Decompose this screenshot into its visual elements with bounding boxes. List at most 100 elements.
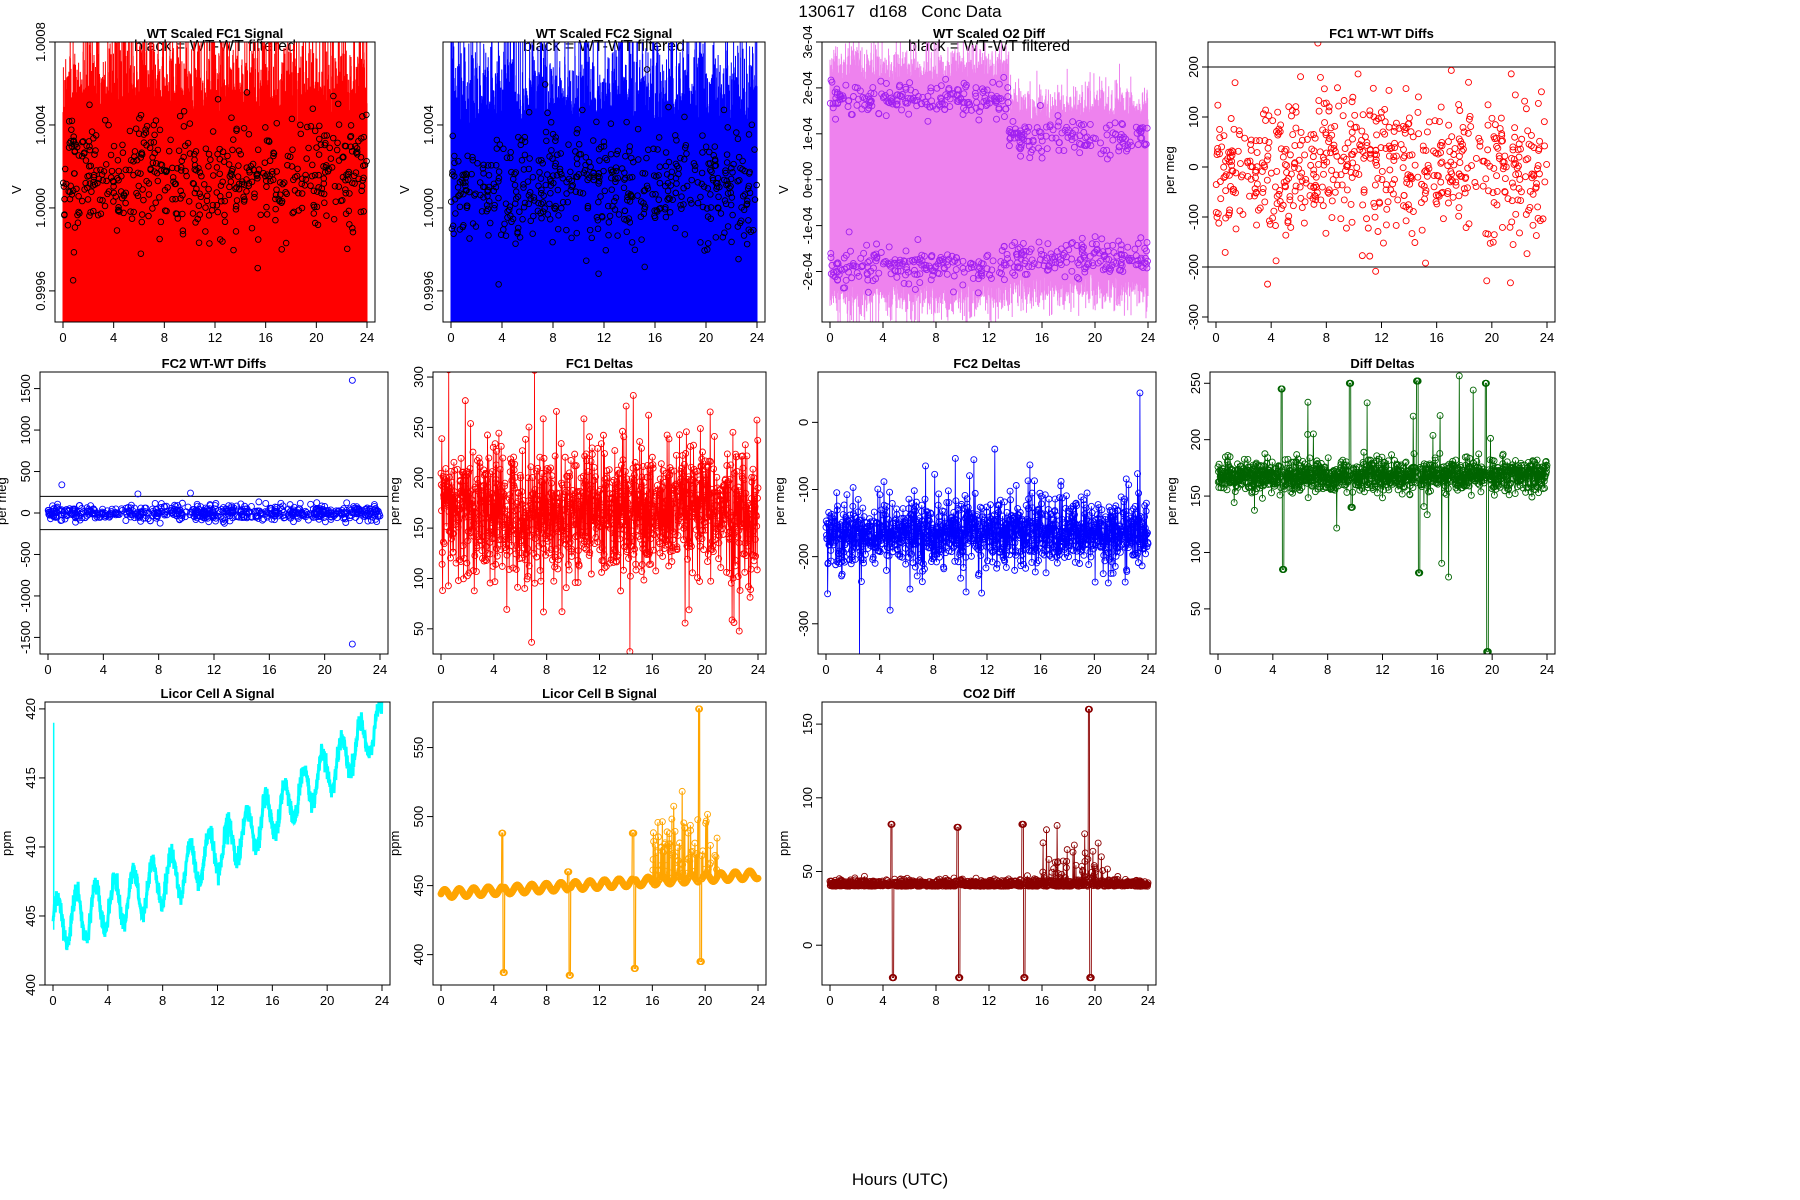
- data-point: [137, 250, 145, 257]
- chart-title: FC2 WT-WT Diffs: [161, 356, 267, 371]
- data-point: [1522, 105, 1530, 113]
- data-point: [1221, 173, 1229, 181]
- data-point: [1064, 134, 1072, 141]
- data-point: [1522, 173, 1530, 181]
- data-point: [130, 171, 137, 179]
- data-point: [283, 190, 290, 198]
- y-tick-label: -2e-04: [800, 253, 815, 291]
- data-point: [656, 179, 664, 187]
- data-point: [687, 489, 695, 497]
- data-point: [1445, 199, 1452, 207]
- data-point: [492, 183, 500, 191]
- data-point: [664, 187, 672, 195]
- data-point: [698, 180, 705, 188]
- data-point: [270, 507, 278, 515]
- data-point: [913, 572, 921, 580]
- data-point: [605, 219, 613, 226]
- data-point: [532, 509, 540, 517]
- data-point: [327, 155, 335, 162]
- data-point: [1325, 134, 1333, 142]
- data-point: [1282, 145, 1290, 153]
- data-point: [888, 500, 896, 507]
- data-point: [1256, 204, 1264, 212]
- data-point: [280, 179, 288, 186]
- data-point: [517, 530, 525, 538]
- data-point: [628, 154, 635, 162]
- data-point: [1444, 138, 1452, 146]
- data-point: [605, 231, 612, 239]
- data-point: [924, 92, 932, 100]
- data-point: [660, 504, 668, 512]
- data-point: [371, 502, 378, 510]
- data-point: [310, 201, 317, 209]
- data-point: [951, 454, 959, 462]
- data-point: [1331, 122, 1339, 130]
- data-point: [1358, 127, 1366, 135]
- data-point: [1535, 147, 1543, 154]
- data-point: [174, 165, 181, 172]
- data-point: [679, 484, 687, 492]
- data-point: [945, 85, 953, 92]
- data-point: [1101, 265, 1109, 273]
- data-point: [1509, 241, 1517, 249]
- data-point: [1532, 232, 1540, 240]
- data-point: [853, 269, 861, 277]
- data-point: [847, 560, 855, 568]
- data-point: [471, 552, 479, 560]
- data-point: [1091, 233, 1099, 241]
- data-point: [224, 152, 231, 160]
- data-point: [723, 450, 731, 458]
- data-point: [1061, 273, 1069, 281]
- data-point: [723, 568, 731, 576]
- data-point: [1139, 264, 1147, 272]
- data-point: [78, 152, 86, 160]
- data-point: [525, 423, 533, 431]
- data-point: [456, 556, 464, 564]
- data-point: [568, 553, 576, 560]
- data-point: [150, 139, 158, 146]
- data-point: [1222, 157, 1230, 165]
- data-point: [485, 515, 493, 523]
- data-point: [1445, 121, 1453, 129]
- data-point: [1282, 231, 1290, 239]
- data-point: [1074, 259, 1082, 267]
- data-point: [851, 83, 859, 91]
- data-point: [1247, 146, 1255, 154]
- data-point: [494, 480, 501, 488]
- data-point: [750, 557, 758, 565]
- data-point: [1383, 205, 1391, 213]
- data-point: [595, 170, 603, 177]
- data-point: [629, 173, 636, 181]
- data-point: [92, 132, 100, 139]
- data-point: [1239, 210, 1247, 218]
- data-point: [610, 545, 618, 553]
- data-point: [1323, 158, 1331, 166]
- data-point: [539, 415, 547, 423]
- data-point: [997, 258, 1005, 265]
- data-point: [1143, 124, 1151, 132]
- data-point: [870, 508, 878, 516]
- data-point: [710, 152, 717, 159]
- data-point: [1308, 145, 1316, 153]
- data-point: [326, 144, 333, 152]
- data-point: [495, 174, 503, 182]
- data-point: [105, 121, 112, 129]
- data-point: [335, 121, 343, 128]
- data-point: [165, 147, 173, 155]
- data-point: [867, 525, 875, 533]
- data-point: [521, 199, 529, 207]
- data-point: [1534, 214, 1542, 222]
- data-point: [959, 257, 967, 265]
- data-point: [462, 182, 469, 190]
- data-point: [595, 270, 602, 277]
- data-point: [58, 481, 66, 489]
- data-point: [1344, 161, 1352, 169]
- data-point: [694, 179, 702, 186]
- data-point: [1288, 106, 1296, 114]
- y-tick-label: 0.9996: [33, 271, 48, 311]
- data-point: [254, 236, 262, 243]
- data-point: [334, 139, 341, 147]
- data-point: [575, 562, 583, 570]
- data-point: [745, 217, 752, 224]
- data-point: [584, 507, 592, 515]
